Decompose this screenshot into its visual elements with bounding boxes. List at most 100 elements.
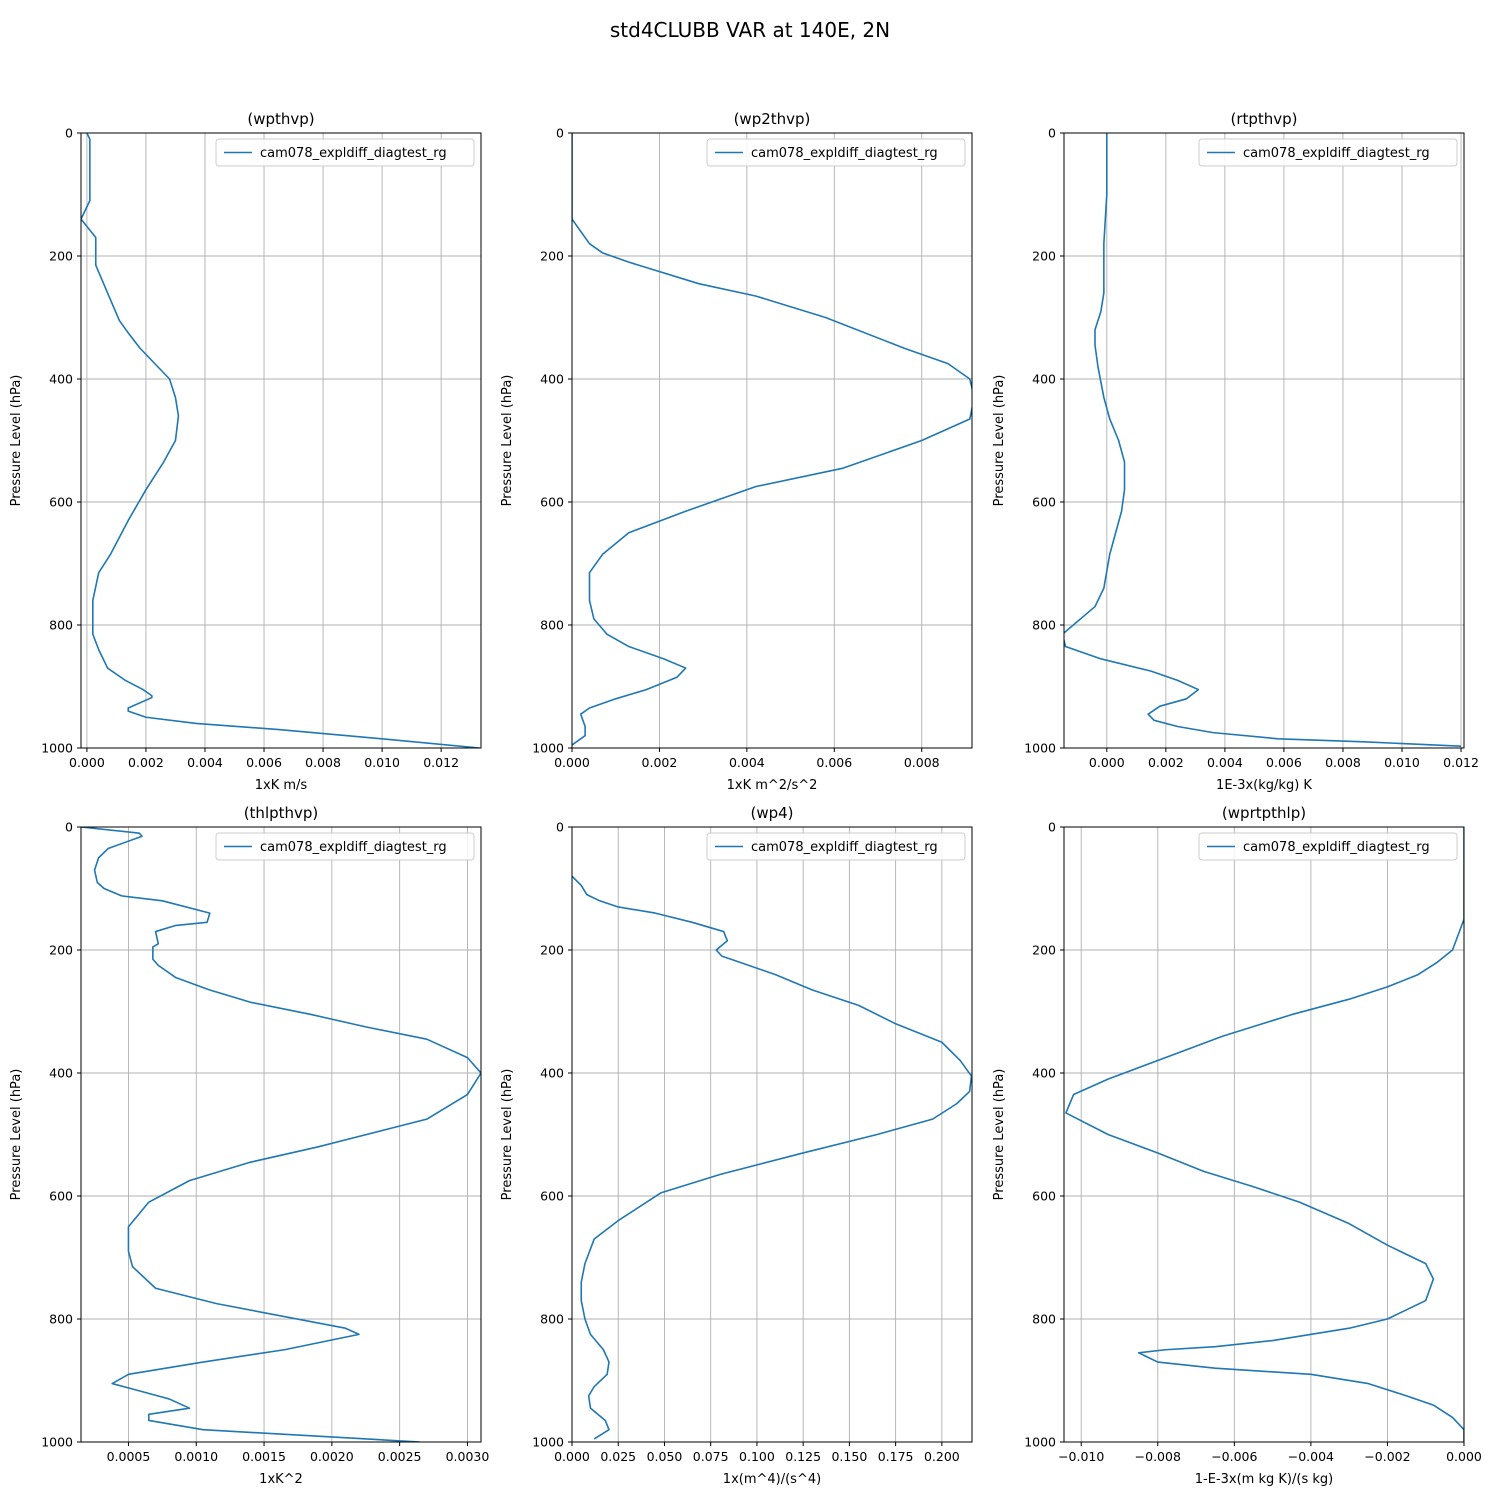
x-tick-label: 0.004: [1207, 755, 1243, 770]
x-tick-label: 0.025: [600, 1449, 636, 1464]
panel-1: 0.000 0.002 0.004 0.006 0.008 0.010 0.012 0 200 4…: [9, 110, 482, 793]
x-tick-label: 0.000: [1089, 755, 1125, 770]
legend-box: [706, 138, 966, 167]
legend: cam078_expldiff_diagtest_rg: [215, 138, 475, 167]
series-line: [1065, 827, 1464, 1442]
x-axis-label: 1x(m^4)/(s^4): [723, 1472, 821, 1487]
x-tick-label: 0.002: [642, 755, 678, 770]
y-tick-label: 1000: [532, 1435, 564, 1450]
x-tick-label: −0.006: [1211, 1449, 1257, 1464]
x-tick-label: −0.004: [1288, 1449, 1334, 1464]
x-tick-label: 0.0005: [107, 1449, 151, 1464]
x-tick-label: 0.010: [364, 755, 400, 770]
x-tick-label: 0.000: [554, 1449, 590, 1464]
y-tick-label: 1000: [1024, 1435, 1056, 1450]
y-tick-label: 0: [65, 820, 73, 835]
legend-label: cam078_expldiff_diagtest_rg: [751, 840, 938, 855]
y-tick-label: 0: [556, 126, 564, 141]
x-tick-label: 0.0030: [446, 1449, 490, 1464]
y-tick-label: 800: [540, 1312, 564, 1327]
y-axis-label: Pressure Level (hPa): [500, 1069, 515, 1201]
legend: cam078_expldiff_diagtest_rg: [1198, 138, 1458, 167]
y-tick-label: 400: [540, 1066, 564, 1081]
x-tick-label: −0.002: [1364, 1449, 1410, 1464]
panel-2: 0.000 0.002 0.004 0.006 0.008 0 200 400 600 800 10…: [500, 110, 973, 793]
series-line: [81, 827, 481, 1442]
x-tick-label: −0.008: [1135, 1449, 1181, 1464]
x-tick-label: 0.002: [1148, 755, 1184, 770]
y-tick-label: 0: [65, 126, 73, 141]
x-tick-label: 0.002: [128, 755, 164, 770]
legend-box: [706, 832, 966, 861]
panels-group: 0.000 0.002 0.004 0.006 0.008 0.010 0.012 0 200 4…: [9, 110, 1482, 1487]
legend-box: [1198, 138, 1458, 167]
x-tick-label: 0.125: [785, 1449, 821, 1464]
x-tick-label: 0.000: [69, 755, 105, 770]
y-tick-label: 600: [49, 1189, 73, 1204]
x-tick-label: 0.006: [246, 755, 282, 770]
panel-title: (rtpthvp): [1230, 110, 1297, 128]
x-axis-label: 1-E-3x(m kg K)/(s kg): [1195, 1472, 1333, 1487]
legend-label: cam078_expldiff_diagtest_rg: [260, 840, 447, 855]
x-axis-label: 1E-3x(kg/kg) K: [1216, 778, 1312, 793]
x-tick-label: 0.010: [1384, 755, 1420, 770]
panel-title: (thlpthvp): [244, 804, 319, 822]
legend-box: [215, 832, 475, 861]
y-axis-label: Pressure Level (hPa): [992, 375, 1007, 507]
y-tick-label: 1000: [1024, 741, 1056, 756]
legend-box: [1198, 832, 1458, 861]
panel-title: (wp4): [750, 804, 793, 822]
x-tick-label: 0.008: [1325, 755, 1361, 770]
y-tick-label: 600: [540, 495, 564, 510]
x-tick-label: 0.150: [831, 1449, 867, 1464]
x-tick-label: 0.006: [1266, 755, 1302, 770]
x-axis-label: 1xK m^2/s^2: [727, 778, 818, 793]
axes-frame: [1063, 132, 1465, 749]
x-tick-label: 0.200: [924, 1449, 960, 1464]
y-tick-label: 600: [1032, 495, 1056, 510]
y-tick-label: 800: [1032, 618, 1056, 633]
legend-label: cam078_expldiff_diagtest_rg: [1243, 146, 1430, 161]
y-tick-label: 400: [1032, 1066, 1056, 1081]
legend-label: cam078_expldiff_diagtest_rg: [260, 146, 447, 161]
x-tick-label: 0.0010: [174, 1449, 218, 1464]
x-tick-label: 0.004: [187, 755, 223, 770]
y-tick-label: 800: [49, 618, 73, 633]
y-tick-label: 400: [1032, 372, 1056, 387]
legend: cam078_expldiff_diagtest_rg: [706, 138, 966, 167]
x-tick-label: 0.050: [647, 1449, 683, 1464]
y-axis-label: Pressure Level (hPa): [9, 1069, 24, 1201]
y-tick-label: 1000: [532, 741, 564, 756]
y-tick-label: 800: [540, 618, 564, 633]
panel-5: 0.000 0.025 0.050 0.075 0.100 0.125 0.150 0.175…: [500, 804, 973, 1487]
x-axis-label: 1xK^2: [259, 1472, 303, 1487]
legend: cam078_expldiff_diagtest_rg: [706, 832, 966, 861]
axes-frame: [80, 132, 482, 749]
y-tick-label: 400: [49, 1066, 73, 1081]
x-tick-label: 0.008: [305, 755, 341, 770]
axes-frame: [80, 826, 482, 1443]
axes-frame: [571, 132, 973, 749]
axes-frame: [571, 826, 973, 1443]
x-tick-label: 0.0025: [378, 1449, 422, 1464]
y-tick-label: 0: [1048, 126, 1056, 141]
legend-label: cam078_expldiff_diagtest_rg: [751, 146, 938, 161]
y-tick-label: 1000: [41, 1435, 73, 1450]
legend-label: cam078_expldiff_diagtest_rg: [1243, 840, 1430, 855]
series-line: [1064, 133, 1462, 747]
x-tick-label: 0.075: [693, 1449, 729, 1464]
y-tick-label: 400: [49, 372, 73, 387]
x-tick-label: 0.000: [554, 755, 590, 770]
x-tick-label: 0.006: [816, 755, 852, 770]
series-line: [572, 133, 972, 746]
y-tick-label: 200: [49, 943, 73, 958]
y-tick-label: 200: [540, 943, 564, 958]
panel-title: (wp2thvp): [734, 110, 811, 128]
panel-title: (wprtpthlp): [1222, 804, 1306, 822]
x-axis-label: 1xK m/s: [255, 778, 308, 793]
x-tick-label: −0.010: [1058, 1449, 1104, 1464]
x-tick-label: 0.175: [878, 1449, 914, 1464]
x-tick-label: 0.0020: [310, 1449, 354, 1464]
panel-6: −0.010 −0.008 −0.006 −0.004 −0.002 0.000 0 200 4…: [992, 804, 1482, 1487]
